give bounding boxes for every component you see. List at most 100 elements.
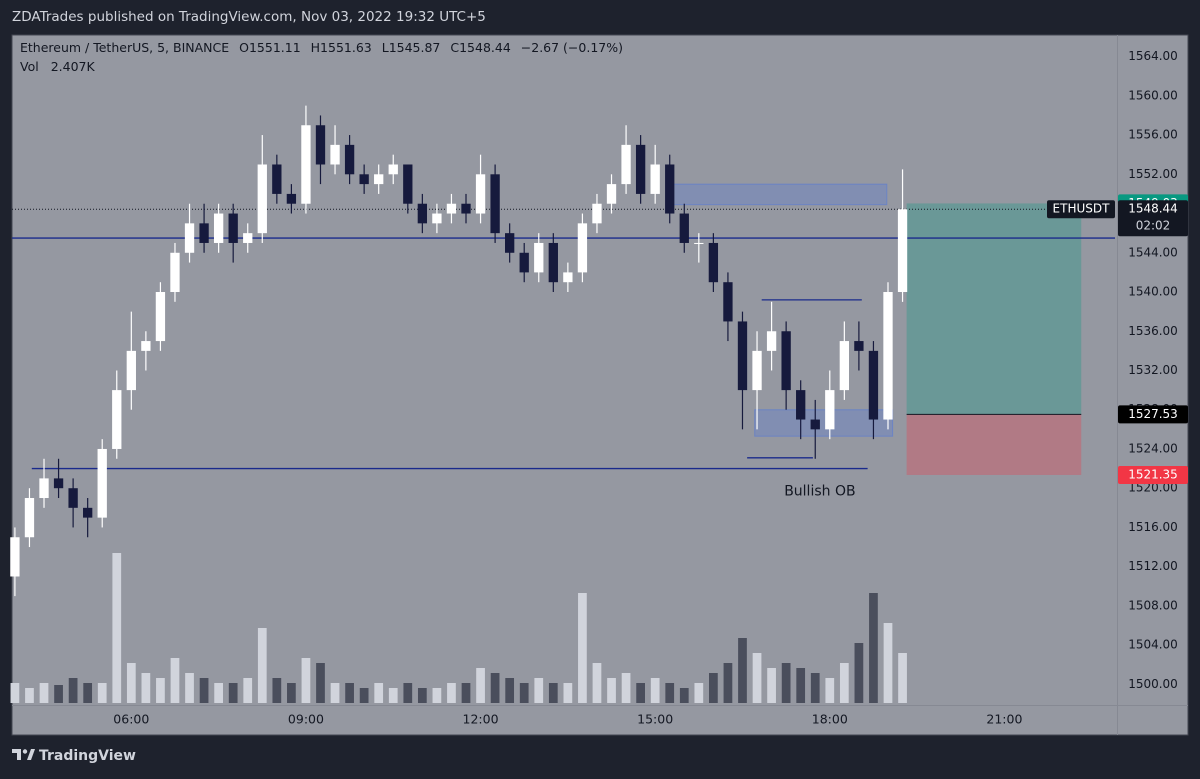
volume-bar [417,688,427,703]
y-tick-label: 1556.00 [1128,128,1178,142]
volume-bar [679,688,689,703]
x-tick-label: 18:00 [812,712,848,727]
candle-body [344,144,355,175]
volume-bar [243,678,253,703]
candle-body [68,488,78,508]
volume-bar [548,683,558,703]
y-tick-label: 1516.00 [1128,520,1178,534]
candle-body [432,213,442,224]
volume-bar [112,553,122,703]
y-tick-label: 1508.00 [1128,598,1178,612]
volume-bar [490,673,500,703]
candle-body [694,242,704,244]
legend-symbol: Ethereum / TetherUS, 5, BINANCE [20,40,229,55]
volume-bar [825,678,835,703]
candle-body [650,164,660,194]
volume-bar [214,683,223,703]
publisher-line: ZDATrades published on TradingView.com, … [12,9,486,25]
stop-price-label: 1521.35 [1128,467,1178,481]
tradingview-logo: TradingView [12,748,136,764]
candle-body [374,174,384,185]
candle-body [315,125,326,165]
volume-bar [796,668,806,703]
logo-mark [12,749,21,760]
candle-body [286,193,297,204]
annotation: Bullish OB [784,483,855,499]
volume-bar [25,688,34,703]
candle-body [83,507,93,518]
candle-body [461,203,471,214]
volume-bar [578,593,587,703]
volume-bar [694,683,704,703]
volume-bar [636,683,645,703]
volume-bar [287,683,296,703]
candle-body [737,321,748,391]
candle-body [752,350,762,391]
candle-body [621,144,631,185]
volume-bar [709,673,718,703]
candle-body [243,233,253,243]
candle-body [199,223,209,243]
volume-bar [97,683,107,703]
x-tick-label: 09:00 [288,712,324,727]
y-tick-label: 1532.00 [1128,363,1178,377]
candle-body [257,164,267,234]
symbol-tag: ETHUSDT [1053,202,1111,216]
volume-bar [141,673,151,703]
volume-value: 2.407K [51,59,96,74]
volume-bar [563,683,573,703]
zone-box [669,183,888,206]
x-tick-label: 21:00 [986,712,1022,727]
volume-bar [156,678,165,703]
volume-bar [257,628,267,703]
volume-bar [621,673,631,703]
volume-bar [534,678,544,703]
candle-body [213,213,224,243]
candle-body [708,242,719,283]
volume-bar [810,673,820,703]
volume-bar [607,678,616,703]
volume-label: Vol [20,59,39,74]
candle-body [548,242,558,283]
candle-body [854,341,864,351]
y-tick-label: 1560.00 [1128,88,1178,102]
volume-bar [447,683,456,703]
y-tick-label: 1536.00 [1128,324,1178,338]
stop-zone [906,414,1082,475]
logo-dot [22,749,28,754]
candle-body [490,174,500,234]
volume-bar [388,688,398,703]
volume-bar [359,688,369,703]
volume-bar [199,678,209,703]
volume-bar [883,623,893,703]
volume-bar [723,663,733,703]
last-price-label: 1548.44 [1128,202,1178,216]
chart-panel [11,34,1189,736]
target-zone [906,203,1082,415]
candle-body [781,331,791,391]
y-tick-label: 1500.00 [1128,677,1178,691]
legend-open: O1551.11 [239,40,301,55]
y-tick-label: 1540.00 [1128,285,1178,299]
volume-bar [316,663,325,703]
volume-bar [650,678,660,703]
candle-body [10,537,20,577]
countdown-label: 02:02 [1136,219,1171,233]
volume-bar [301,658,311,703]
volume-bar [854,643,864,703]
volume-bar [83,683,93,703]
candle-body [534,242,544,273]
candle-body [170,252,180,293]
candle-body [606,184,617,204]
footer-brand: TradingView [39,748,136,764]
candle-body [126,350,136,391]
volume-bar [170,658,180,703]
candle-body [228,213,238,243]
volume-bar [403,683,413,703]
volume-bar [592,663,602,703]
candle-body [883,292,893,420]
symbol-tag-box [1047,200,1115,219]
volume-bar [738,638,747,703]
